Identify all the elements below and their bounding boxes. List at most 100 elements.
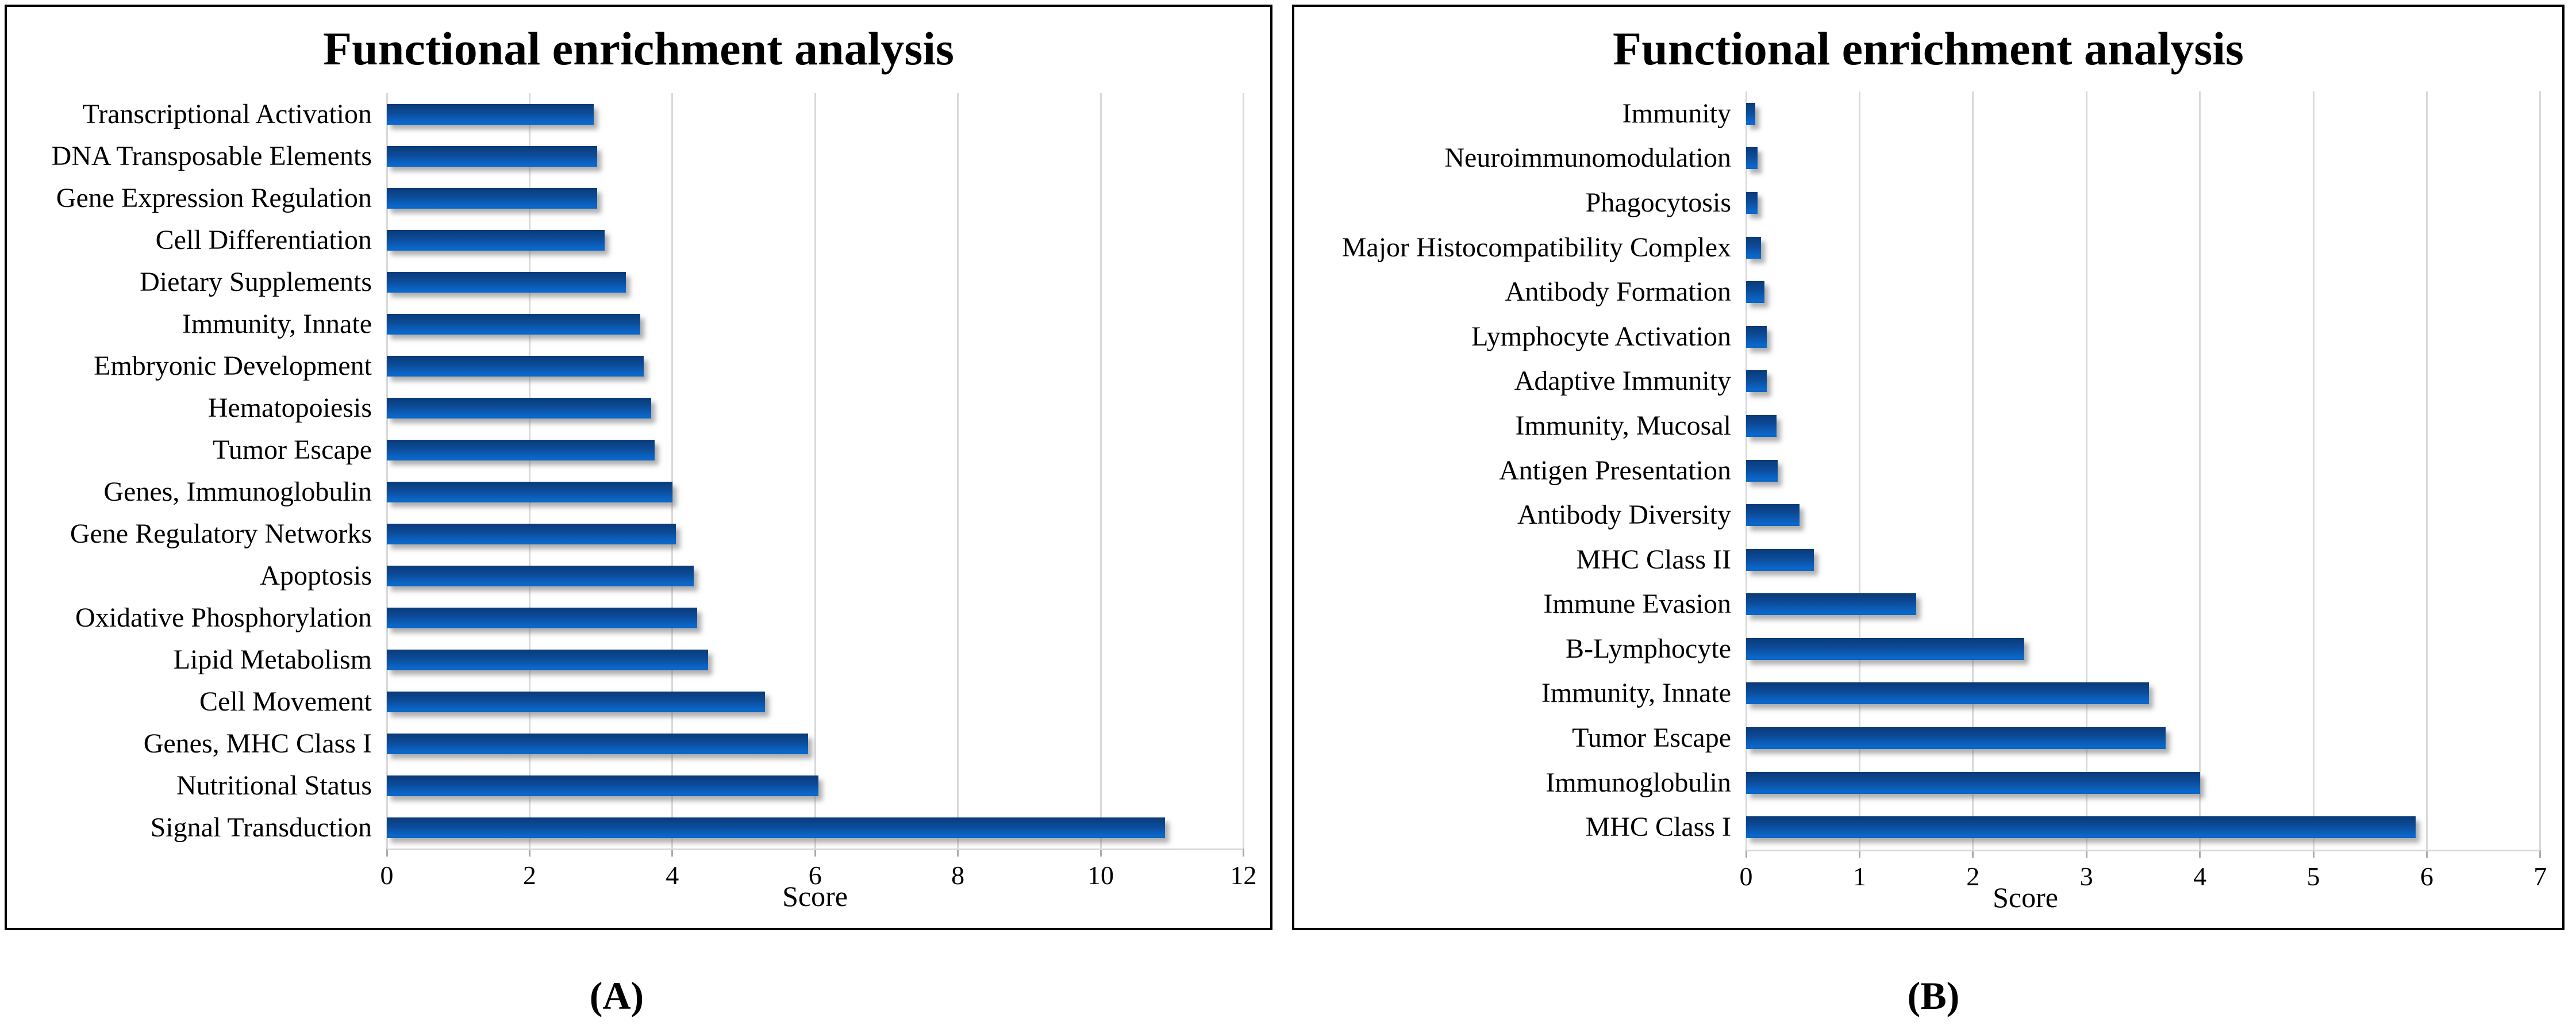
category-label: Immunity	[1622, 98, 1731, 129]
bar	[387, 355, 644, 377]
bar	[387, 103, 594, 125]
category-label: MHC Class I	[1585, 812, 1731, 843]
x-axis-tick-mark	[1972, 850, 1974, 858]
chart-title: Functional enrichment analysis	[323, 22, 954, 75]
category-label: Lipid Metabolism	[173, 644, 372, 675]
gridline	[528, 93, 530, 848]
bar	[1746, 102, 1755, 125]
bar	[387, 481, 672, 502]
x-axis-tick-mark	[386, 848, 388, 857]
bar	[1746, 459, 1778, 482]
category-label: Phagocytosis	[1585, 187, 1731, 218]
category-label: Adaptive Immunity	[1514, 366, 1731, 397]
category-label: Immunity, Innate	[182, 308, 372, 339]
category-label: Genes, MHC Class I	[143, 728, 372, 759]
gridline	[2539, 91, 2542, 850]
category-label: Apoptosis	[260, 560, 372, 591]
category-label: Oxidative Phosphorylation	[75, 602, 372, 633]
bar	[1746, 281, 1764, 304]
bar	[1746, 504, 1800, 527]
x-axis-tick-mark	[671, 848, 674, 857]
x-tick-label: 3	[2079, 862, 2093, 891]
x-tick-label: 4	[2193, 862, 2207, 891]
category-label: Antibody Diversity	[1517, 500, 1731, 531]
category-label: Transcriptional Activation	[82, 98, 372, 129]
category-label: Major Histocompatibility Complex	[1341, 232, 1731, 263]
bar	[1746, 414, 1777, 437]
bar	[387, 271, 626, 293]
x-tick-label: 1	[1852, 862, 1866, 891]
bar	[387, 439, 655, 460]
category-label: Antibody Formation	[1505, 277, 1731, 308]
bar	[387, 313, 640, 335]
chart-panel-a: Functional enrichment analysis Score 0 2 4…	[5, 5, 1272, 930]
gridline	[2425, 91, 2428, 850]
x-axis-tick-mark	[1745, 850, 1747, 858]
bar	[387, 397, 651, 418]
bar	[387, 649, 708, 670]
chart-title: Functional enrichment analysis	[1613, 22, 2244, 75]
x-axis-line	[387, 848, 1244, 850]
x-axis-tick-mark	[1858, 850, 1860, 858]
gridline	[1242, 93, 1244, 848]
category-label: Cell Differentiation	[155, 224, 372, 255]
gridline	[1858, 91, 1860, 850]
x-axis-tick-mark	[2539, 850, 2542, 858]
category-label: Genes, Immunoglobulin	[103, 476, 372, 507]
x-tick-label: 8	[951, 861, 965, 890]
category-label: B-Lymphocyte	[1566, 633, 1731, 664]
bar	[387, 691, 766, 712]
x-tick-label: 6	[2420, 862, 2433, 891]
bar	[1746, 236, 1761, 259]
bar	[387, 229, 605, 251]
bar	[1746, 370, 1767, 393]
x-tick-label: 2	[522, 861, 536, 890]
gridline	[2199, 91, 2201, 850]
x-tick-label: 7	[2533, 862, 2547, 891]
gridline	[957, 93, 959, 848]
bar	[387, 607, 698, 628]
gridline	[386, 93, 388, 848]
category-label: Tumor Escape	[213, 434, 372, 465]
category-label: Gene Regulatory Networks	[70, 518, 372, 549]
x-tick-label: 4	[666, 861, 679, 890]
x-tick-label: 0	[380, 861, 394, 890]
x-axis-line	[1746, 850, 2540, 851]
gridline	[1972, 91, 1974, 850]
bar	[1746, 548, 1814, 571]
bar	[1746, 682, 2149, 705]
chart-panel-b: Functional enrichment analysis Score 0 1 2…	[1292, 5, 2565, 930]
x-axis-title: Score	[782, 880, 848, 912]
x-tick-label: 12	[1230, 861, 1257, 890]
x-axis-tick-mark	[1242, 848, 1244, 857]
x-tick-label: 10	[1087, 861, 1114, 890]
bar	[1746, 771, 2200, 794]
x-axis-tick-mark	[2199, 850, 2201, 858]
bar	[387, 187, 598, 209]
category-label: MHC Class II	[1576, 544, 1731, 575]
bar	[1746, 325, 1767, 348]
category-label: Immunity, Mucosal	[1515, 410, 1731, 441]
bar	[387, 145, 598, 167]
category-label: Signal Transduction	[150, 812, 372, 843]
category-label: Hematopoiesis	[207, 392, 372, 423]
category-label: Embryonic Development	[94, 350, 372, 381]
panel-caption-b: (B)	[1907, 974, 1960, 1018]
x-tick-label: 0	[1739, 862, 1753, 891]
x-axis-title: Score	[1993, 881, 2058, 913]
gridline	[814, 93, 816, 848]
category-label: Dietary Supplements	[140, 266, 372, 297]
category-label: Tumor Escape	[1572, 723, 1731, 754]
category-label: Nutritional Status	[176, 770, 372, 801]
category-label: Antigen Presentation	[1499, 455, 1731, 486]
x-axis-tick-mark	[2312, 850, 2314, 858]
gridline	[1099, 93, 1102, 848]
category-label: Neuroimmunomodulation	[1444, 143, 1731, 174]
panel-caption-a: (A)	[589, 974, 644, 1018]
x-axis-tick-mark	[814, 848, 816, 857]
bar	[1746, 638, 2024, 660]
x-axis-tick-mark	[2425, 850, 2428, 858]
x-tick-label: 6	[808, 861, 822, 890]
bar	[387, 817, 1165, 838]
